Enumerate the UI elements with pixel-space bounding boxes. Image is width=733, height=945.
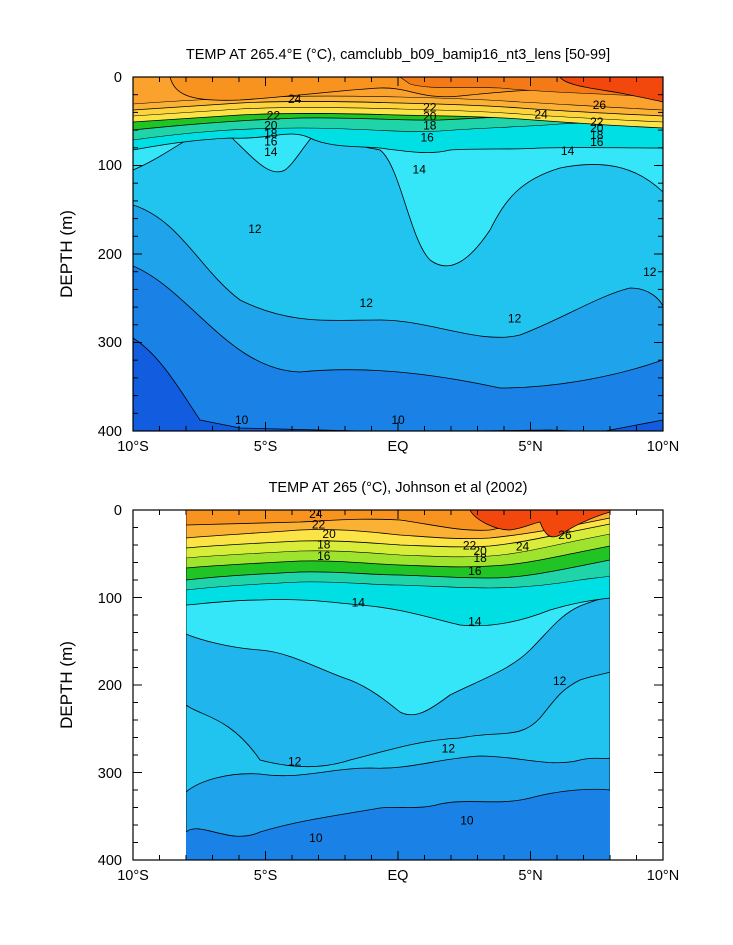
contour-label: 14 bbox=[561, 144, 575, 158]
top-layer-26 bbox=[559, 77, 663, 103]
top-contour-fill bbox=[133, 77, 663, 431]
contour-label: 14 bbox=[352, 595, 366, 609]
contour-label: 22 bbox=[312, 518, 326, 532]
contour-label: 20 bbox=[322, 527, 336, 541]
contour-label: 16 bbox=[317, 549, 331, 563]
bottom-ytick-label: 100 bbox=[98, 591, 122, 607]
contour-label: 12 bbox=[442, 742, 456, 756]
contour-label: 10 bbox=[309, 831, 323, 845]
top-ylabel: DEPTH (m) bbox=[57, 210, 76, 298]
bottom-ytick-label: 400 bbox=[98, 853, 122, 869]
contour-label: 10 bbox=[235, 413, 249, 427]
top-xtick-label: 10°S bbox=[117, 439, 149, 455]
contour-label: 20 bbox=[423, 109, 437, 123]
contour-label: 16 bbox=[264, 134, 278, 148]
contour-label: 18 bbox=[423, 118, 437, 132]
top-ytick-label: 0 bbox=[114, 70, 122, 86]
contour-label: 20 bbox=[590, 121, 604, 135]
top-xtick-label: EQ bbox=[388, 439, 409, 455]
contour-label: 12 bbox=[643, 265, 657, 279]
bottom-contour-fill bbox=[186, 510, 610, 860]
top-title: TEMP AT 265.4°E (°C), camclubb_b09_bamip… bbox=[186, 47, 610, 63]
top-ytick-label: 300 bbox=[98, 335, 122, 351]
contour-label: 16 bbox=[590, 135, 604, 149]
bottom-ytick-label: 300 bbox=[98, 766, 122, 782]
contour-label: 22 bbox=[423, 101, 437, 115]
contour-label: 12 bbox=[288, 755, 302, 769]
contour-label: 18 bbox=[590, 128, 604, 142]
bottom-panel: TEMP AT 265 (°C), Johnson et al (2002) 2… bbox=[57, 480, 679, 884]
top-ticks bbox=[132, 76, 664, 432]
contour-label: 18 bbox=[317, 538, 331, 552]
contour-label: 14 bbox=[264, 145, 278, 159]
bottom-ylabel: DEPTH (m) bbox=[57, 641, 76, 729]
contour-label: 24 bbox=[309, 507, 323, 521]
contour-label: 12 bbox=[248, 222, 262, 236]
contour-label: 12 bbox=[360, 296, 374, 310]
contour-label: 20 bbox=[473, 544, 487, 558]
top-ytick-label: 400 bbox=[98, 424, 122, 440]
bottom-ytick-label: 0 bbox=[114, 503, 122, 519]
contour-label: 24 bbox=[534, 108, 548, 122]
contour-label: 14 bbox=[413, 163, 427, 177]
contour-label: 16 bbox=[468, 564, 482, 578]
contour-label: 16 bbox=[420, 131, 434, 145]
top-panel: TEMP AT 265.4°E (°C), camclubb_b09_bamip… bbox=[57, 47, 679, 455]
contour-label: 10 bbox=[391, 413, 405, 427]
contour-label: 24 bbox=[288, 92, 302, 106]
bottom-xtick-label: EQ bbox=[388, 868, 409, 884]
contour-label: 22 bbox=[590, 115, 604, 129]
top-xtick-label: 10°N bbox=[647, 439, 679, 455]
bottom-xtick-label: 5°N bbox=[518, 868, 542, 884]
bottom-xtick-label: 5°S bbox=[254, 868, 278, 884]
bottom-ticks bbox=[132, 509, 664, 861]
contour-label: 26 bbox=[558, 528, 572, 542]
contour-label: 22 bbox=[267, 109, 281, 123]
top-xtick-label: 5°S bbox=[254, 439, 278, 455]
contour-label: 18 bbox=[264, 126, 278, 140]
top-ytick-label: 100 bbox=[98, 158, 122, 174]
contour-label: 10 bbox=[460, 813, 474, 827]
top-ytick-label: 200 bbox=[98, 247, 122, 263]
contour-label: 14 bbox=[468, 615, 482, 629]
contour-label: 12 bbox=[553, 674, 567, 688]
bottom-fill-26 bbox=[469, 510, 610, 538]
contour-label: 24 bbox=[516, 539, 530, 553]
bottom-xtick-label: 10°S bbox=[117, 868, 149, 884]
bottom-xtick-label: 10°N bbox=[647, 868, 679, 884]
contour-label: 18 bbox=[473, 551, 487, 565]
bottom-ytick-label: 200 bbox=[98, 678, 122, 694]
contour-label: 20 bbox=[264, 118, 278, 132]
contour-label: 12 bbox=[508, 311, 522, 325]
top-xtick-label: 5°N bbox=[518, 439, 542, 455]
contour-label: 26 bbox=[593, 98, 607, 112]
contour-label: 22 bbox=[463, 539, 477, 553]
bottom-title: TEMP AT 265 (°C), Johnson et al (2002) bbox=[269, 480, 528, 496]
